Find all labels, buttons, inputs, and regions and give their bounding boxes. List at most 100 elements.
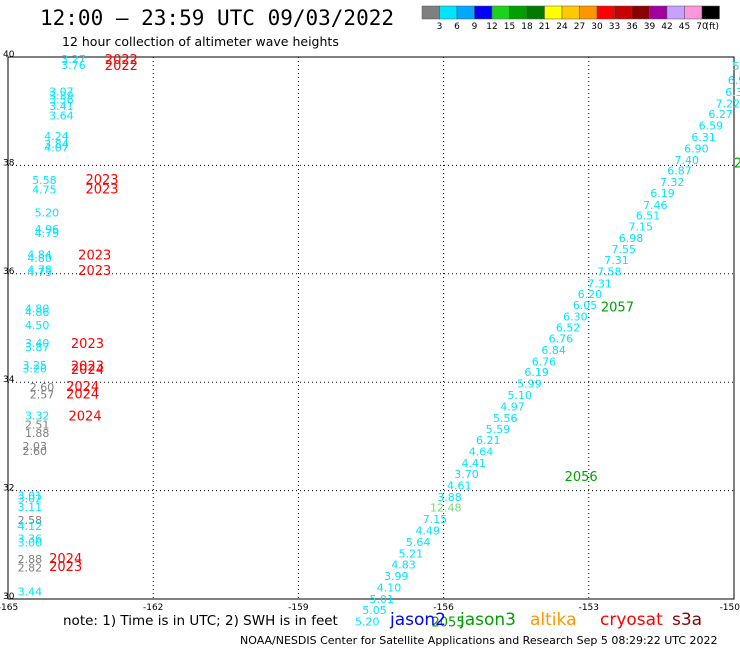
- wave-height-value: 6.76: [532, 355, 557, 368]
- wave-height-value: 4.86: [25, 306, 50, 319]
- wave-height-value: 4.79: [35, 227, 60, 240]
- colorbar-label: 24: [556, 22, 568, 32]
- colorbar-swatch: [491, 5, 510, 20]
- colorbar-swatch: [596, 5, 615, 20]
- x-tick-label: -156: [433, 603, 454, 613]
- wave-height-value: 4.75: [32, 184, 57, 197]
- colorbar-swatch: [701, 5, 720, 20]
- colorbar-swatch: [544, 5, 563, 20]
- colorbar-swatch: [526, 5, 545, 20]
- colorbar-swatch: [561, 5, 580, 20]
- wave-height-value: 6.9: [728, 74, 740, 87]
- wave-height-value: 3.02: [18, 493, 43, 506]
- pass-number-label: 2057: [601, 301, 634, 316]
- legend-altika: altika: [530, 610, 577, 630]
- wave-height-value: 6.19: [524, 366, 549, 379]
- wave-height-value: 6.87: [667, 165, 692, 178]
- wave-height-value: 4.07: [44, 141, 69, 154]
- wave-height-value: 2.57: [30, 388, 54, 401]
- wave-height-value: 3.27: [61, 53, 86, 66]
- colorbar-swatch: [666, 5, 685, 20]
- wave-height-value: 2.60: [23, 445, 48, 458]
- wave-height-value: 5.59: [486, 423, 511, 436]
- wave-height-value: 4.80: [25, 302, 50, 315]
- colorbar: 3 6 9 12 15 18 21 24 27 30 33 36 39 42 45 70(ft): [421, 5, 720, 32]
- colorbar-swatch: [684, 5, 703, 20]
- wave-height-value: 5.20: [35, 206, 60, 219]
- pass-number-label: 2056: [565, 470, 598, 485]
- wave-height-value: 3.32: [25, 410, 50, 423]
- wave-height-value: 3.25: [23, 359, 48, 372]
- wave-height-value: 3.07: [49, 85, 74, 98]
- legend-jason3: jason3: [459, 610, 516, 630]
- wave-height-value: 6.05: [573, 299, 598, 312]
- wave-height-value: 4.49: [416, 525, 441, 538]
- pass-number-label: 2024: [69, 410, 102, 425]
- wave-height-value: 7.22: [716, 97, 740, 110]
- wave-height-value: 4.84: [27, 249, 52, 262]
- wave-height-value: 3.20: [23, 362, 48, 375]
- wave-height-value: 2.82: [18, 561, 43, 574]
- wave-height-value: 4.41: [462, 457, 487, 470]
- colorbar-swatch: [456, 5, 475, 20]
- pass-number-label: 2023: [78, 264, 111, 279]
- colorbar-swatch: [421, 5, 440, 20]
- wave-height-value: 3.41: [49, 100, 74, 113]
- colorbar-label: 6: [454, 22, 460, 32]
- wave-height-value: 2.03: [23, 440, 48, 453]
- wave-height-value: 3.00: [18, 536, 43, 549]
- x-tick-label: -153: [579, 603, 599, 613]
- colorbar-swatch: [631, 5, 650, 20]
- colorbar-label: 30: [591, 22, 603, 32]
- wave-height-value: 4.10: [377, 581, 402, 594]
- credit-line: NOAA/NESDIS Center for Satellite Applica…: [240, 634, 718, 647]
- chart-title: 12:00 – 23:59 UTC 09/03/2022: [40, 6, 394, 30]
- legend-jason2: jason2: [389, 610, 446, 630]
- wave-height-value: 6.90: [684, 142, 709, 155]
- wave-height-value: 7.40: [674, 154, 699, 167]
- wave-height-value: 1.88: [25, 427, 50, 440]
- wave-height-value: 3.87: [25, 341, 50, 354]
- wave-height-value: 3.56: [49, 94, 74, 107]
- wave-height-value: 3.40: [25, 337, 50, 350]
- pass-number-label: 2023: [85, 173, 118, 188]
- wave-height-value: 7.15: [628, 220, 653, 233]
- y-tick-label: 36: [3, 267, 15, 277]
- wave-height-value: 5.58: [32, 174, 57, 187]
- pass-number-label: 2023: [49, 560, 82, 575]
- wave-height-value: 5.21: [399, 547, 424, 560]
- pass-labels: 2022202220232023202320232023202320242024…: [49, 53, 740, 631]
- wave-height-value: 6.19: [650, 187, 675, 200]
- wave-height-value: 4.73: [27, 266, 52, 279]
- wave-height-value: 4.24: [44, 130, 69, 143]
- wave-height-value: 6.27: [708, 108, 733, 121]
- wave-height-value: 7.32: [660, 176, 685, 189]
- wave-height-value: 5.56: [493, 412, 518, 425]
- y-tick-label: 30: [3, 592, 15, 602]
- wave-height-value: 3.64: [49, 109, 74, 122]
- colorbar-label: 39: [644, 22, 656, 32]
- wave-height-value: 7.31: [587, 277, 612, 290]
- pass-number-label: 20: [734, 157, 740, 172]
- wave-height-value: 7.58: [597, 265, 622, 278]
- x-tick-label: -150: [720, 603, 740, 613]
- colorbar-swatch: [649, 5, 668, 20]
- colorbar-unit: (ft): [706, 22, 720, 32]
- wave-height-value: 3.11: [18, 501, 43, 514]
- wave-height-value: 4.61: [447, 480, 472, 493]
- colorbar-label: 45: [679, 22, 690, 32]
- satellite-legend: jason2 jason3 altika cryosat s3a: [389, 610, 702, 630]
- axis-ticks: -165 -162 -159 -156 -153 -150 30 32 34 36 38 40: [0, 50, 740, 613]
- wave-height-value: 6.30: [563, 310, 588, 323]
- wave-height-value: 3.70: [454, 468, 479, 481]
- wave-height-value: 5.05: [362, 604, 387, 617]
- pass-number-label: 2022: [105, 59, 138, 74]
- wave-height-value: 3.39: [49, 89, 74, 102]
- wave-height-value: 5.99: [517, 378, 542, 391]
- legend-cryosat: cryosat: [600, 610, 663, 630]
- wave-height-value: 5.10: [507, 389, 532, 402]
- colorbar-label: 21: [539, 22, 550, 32]
- wave-height-value: 5.: [733, 60, 740, 73]
- pass-number-label: 2022: [105, 53, 138, 68]
